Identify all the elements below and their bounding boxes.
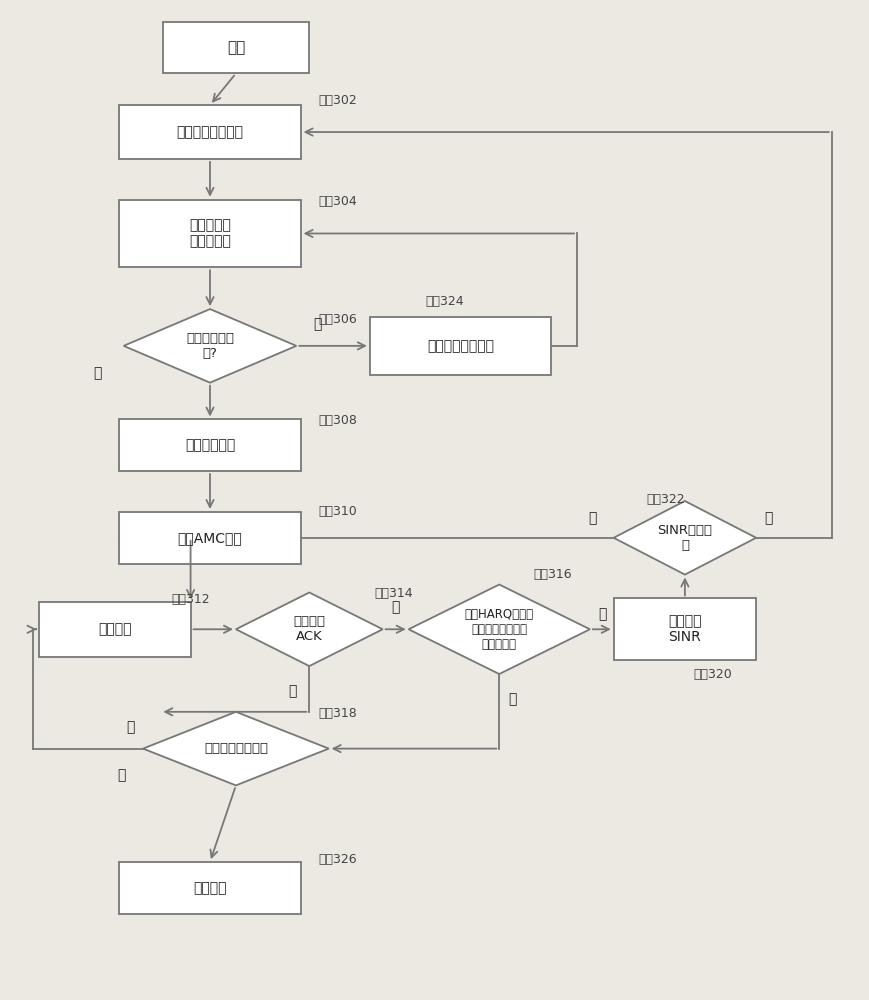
Text: 重新估计
SINR: 重新估计 SINR	[668, 614, 701, 644]
Polygon shape	[123, 309, 296, 383]
FancyBboxPatch shape	[119, 512, 301, 564]
Text: 选择AMC方案: 选择AMC方案	[177, 531, 242, 545]
Text: 步骤326: 步骤326	[318, 853, 356, 866]
Text: 向直通接收
端发送请求: 向直通接收 端发送请求	[189, 218, 231, 249]
Text: 数据是否传输完毕: 数据是否传输完毕	[204, 742, 268, 755]
Text: 步骤314: 步骤314	[374, 587, 413, 600]
Polygon shape	[235, 592, 382, 666]
Text: 否: 否	[765, 511, 773, 525]
Text: 否: 否	[507, 692, 516, 706]
FancyBboxPatch shape	[614, 598, 756, 660]
Text: 步骤310: 步骤310	[318, 505, 356, 518]
Text: 是否有确认信
息?: 是否有确认信 息?	[186, 332, 234, 360]
Text: 步骤324: 步骤324	[426, 295, 465, 308]
Text: 是: 是	[126, 720, 135, 734]
Text: 步骤304: 步骤304	[318, 195, 356, 208]
Text: 步骤302: 步骤302	[318, 94, 356, 107]
Text: 步骤316: 步骤316	[534, 568, 573, 581]
Text: 步骤322: 步骤322	[646, 493, 685, 506]
Polygon shape	[408, 585, 590, 674]
Polygon shape	[614, 501, 756, 575]
Text: 步骤306: 步骤306	[318, 313, 356, 326]
FancyBboxPatch shape	[163, 22, 309, 73]
Text: 选择中继通信方式: 选择中继通信方式	[427, 339, 494, 353]
FancyBboxPatch shape	[119, 105, 301, 159]
Text: 开始: 开始	[227, 40, 245, 55]
Text: 步骤318: 步骤318	[318, 707, 356, 720]
Text: 是否收到
ACK: 是否收到 ACK	[294, 615, 325, 643]
Text: 是: 是	[288, 684, 296, 698]
Text: 是: 是	[599, 607, 607, 621]
FancyBboxPatch shape	[369, 317, 551, 375]
Text: 是: 是	[94, 366, 102, 380]
Text: 发送数据信号: 发送数据信号	[185, 438, 235, 452]
Polygon shape	[143, 712, 328, 785]
Text: 步骤308: 步骤308	[318, 414, 357, 427]
Text: 释放信道: 释放信道	[193, 881, 227, 895]
Text: 步骤320: 步骤320	[693, 668, 733, 681]
FancyBboxPatch shape	[39, 602, 190, 657]
Text: 是: 是	[588, 511, 596, 525]
FancyBboxPatch shape	[119, 862, 301, 914]
Text: 否: 否	[117, 768, 126, 782]
FancyBboxPatch shape	[119, 200, 301, 267]
Text: 选择当前最优信道: 选择当前最优信道	[176, 125, 243, 139]
Text: 步骤312: 步骤312	[171, 593, 209, 606]
Text: 进入HARQ机制，
判断是否超出最大
的重传次数: 进入HARQ机制， 判断是否超出最大 的重传次数	[465, 608, 534, 651]
Text: 发送数据: 发送数据	[98, 622, 132, 636]
Text: 否: 否	[314, 317, 322, 331]
Text: SINR是否变
化: SINR是否变 化	[658, 524, 713, 552]
Text: 否: 否	[391, 600, 400, 614]
FancyBboxPatch shape	[119, 419, 301, 471]
